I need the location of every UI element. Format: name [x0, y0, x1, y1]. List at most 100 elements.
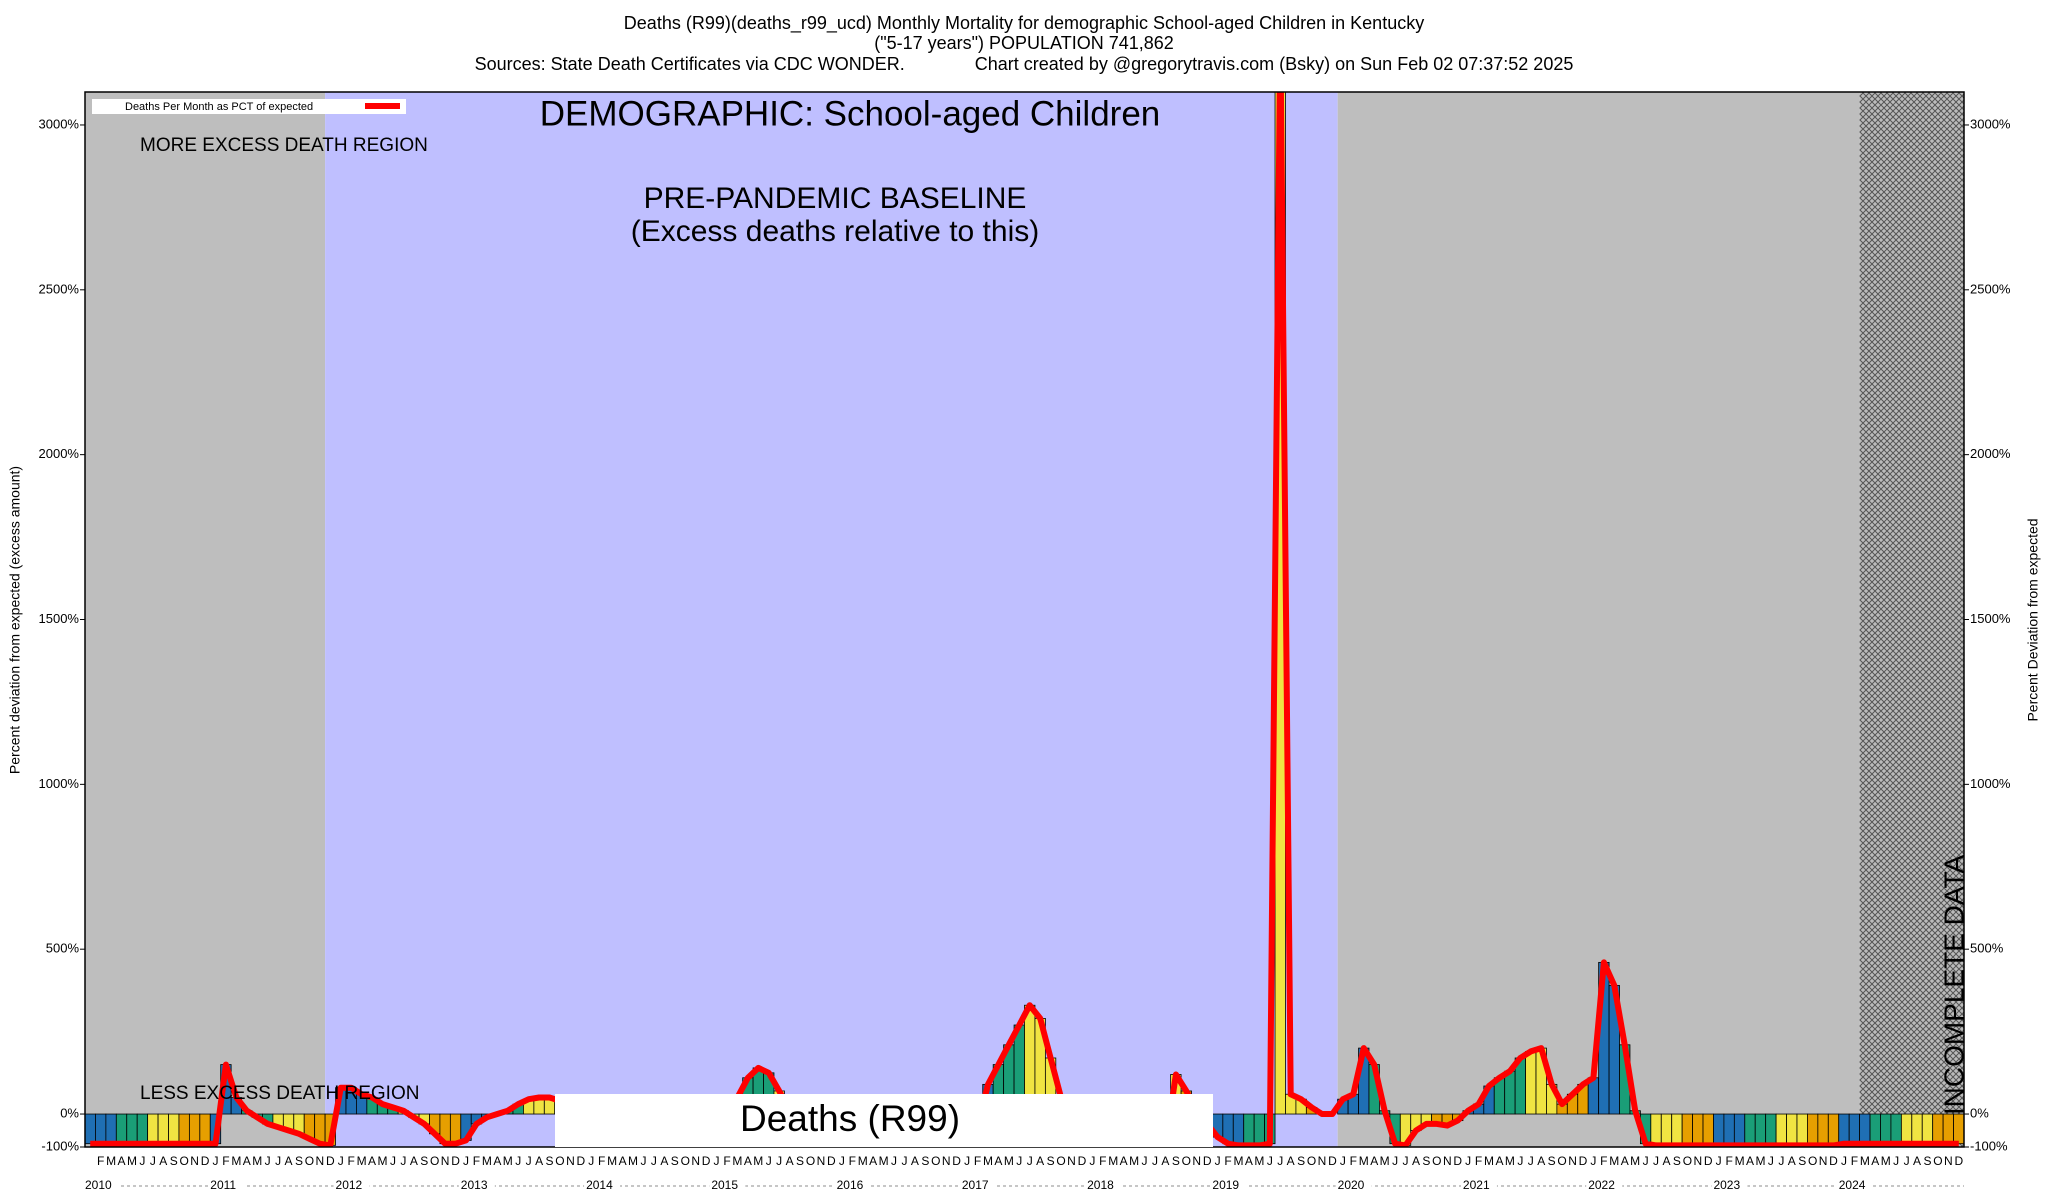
- legend: [92, 99, 406, 114]
- bar: [1911, 1113, 1923, 1145]
- x-tick-label: O: [430, 1154, 439, 1168]
- x-tick-label: D: [952, 1154, 961, 1168]
- year-bg: [1711, 1178, 1748, 1193]
- bar: [1692, 1113, 1704, 1146]
- x-tick-label: J: [766, 1154, 772, 1168]
- x-tick-label: D: [1954, 1154, 1963, 1168]
- x-tick-label: A: [786, 1154, 794, 1168]
- x-tick-label: J: [651, 1154, 657, 1168]
- x-tick-label: J: [901, 1154, 907, 1168]
- x-tick-label: J: [265, 1154, 271, 1168]
- y-tick-label: 1500%: [39, 611, 80, 626]
- x-tick-label: M: [1108, 1154, 1118, 1168]
- x-tick-label: J: [139, 1154, 145, 1168]
- x-tick-label: S: [1548, 1154, 1556, 1168]
- x-tick-label: M: [127, 1154, 137, 1168]
- x-tick-label: M: [1881, 1154, 1891, 1168]
- year-bg: [1085, 1178, 1122, 1193]
- x-tick-label: J: [1215, 1154, 1221, 1168]
- x-tick-label: M: [1233, 1154, 1243, 1168]
- x-tick-label: A: [1245, 1154, 1253, 1168]
- y-tick-label: 2000%: [39, 446, 80, 461]
- bar: [136, 1113, 149, 1145]
- bar: [449, 1113, 462, 1145]
- bar: [1786, 1113, 1798, 1146]
- region: [85, 92, 326, 1147]
- x-tick-label: F: [97, 1154, 104, 1168]
- year-label: 2012: [336, 1178, 363, 1192]
- year-bg: [834, 1178, 871, 1193]
- x-tick-label: A: [118, 1154, 126, 1168]
- x-tick-label: J: [1716, 1154, 1722, 1168]
- x-tick-label: J: [1465, 1154, 1471, 1168]
- x-tick-label: M: [1609, 1154, 1619, 1168]
- x-tick-label: J: [1778, 1154, 1784, 1168]
- x-tick-label: N: [1443, 1154, 1452, 1168]
- x-tick-label: M: [1505, 1154, 1515, 1168]
- x-tick-label: J: [964, 1154, 970, 1168]
- x-tick-label: M: [732, 1154, 742, 1168]
- x-tick-label: O: [806, 1154, 815, 1168]
- x-tick-label: M: [1254, 1154, 1264, 1168]
- x-tick-label: D: [702, 1154, 711, 1168]
- x-tick-label: A: [1287, 1154, 1295, 1168]
- bar: [1765, 1113, 1777, 1146]
- x-tick-label: A: [1036, 1154, 1044, 1168]
- annotation: PRE-PANDEMIC BASELINE: [644, 182, 1027, 215]
- x-tick-label: A: [159, 1154, 167, 1168]
- bar: [1723, 1113, 1735, 1146]
- x-tick-label: J: [338, 1154, 344, 1168]
- x-tick-label: S: [420, 1154, 428, 1168]
- year-label: 2022: [1588, 1178, 1615, 1192]
- x-tick-label: A: [493, 1154, 501, 1168]
- annotation: INCOMPLETE DATA: [1938, 855, 1969, 1116]
- bar: [1525, 1050, 1537, 1115]
- x-tick-label: F: [1851, 1154, 1858, 1168]
- x-tick-label: M: [1359, 1154, 1369, 1168]
- x-tick-label: N: [316, 1154, 325, 1168]
- x-tick-label: M: [858, 1154, 868, 1168]
- bar: [1921, 1113, 1934, 1145]
- x-tick-label: M: [482, 1154, 492, 1168]
- bar: [1807, 1113, 1819, 1146]
- x-tick-label: J: [212, 1154, 218, 1168]
- x-tick-label: N: [942, 1154, 951, 1168]
- x-tick-label: S: [1172, 1154, 1180, 1168]
- x-tick-label: M: [983, 1154, 993, 1168]
- x-tick-label: A: [1871, 1154, 1879, 1168]
- x-tick-label: J: [640, 1154, 646, 1168]
- x-tick-label: O: [1432, 1154, 1441, 1168]
- x-tick-label: O: [1307, 1154, 1316, 1168]
- x-tick-label: D: [1453, 1154, 1462, 1168]
- year-label: 2020: [1338, 1178, 1365, 1192]
- x-tick-label: M: [1004, 1154, 1014, 1168]
- bar: [1953, 1113, 1964, 1145]
- x-tick-label: M: [503, 1154, 513, 1168]
- bar: [178, 1113, 190, 1145]
- x-tick-label: M: [1129, 1154, 1139, 1168]
- x-tick-label: O: [1683, 1154, 1692, 1168]
- bar: [1232, 1113, 1245, 1146]
- y2-tick-label: 3000%: [1970, 116, 2011, 131]
- subtitle: DEMOGRAPHIC: School-aged Children: [540, 94, 1161, 133]
- year-bg: [1836, 1178, 1873, 1193]
- bar: [1859, 1113, 1871, 1145]
- bar: [1932, 1113, 1944, 1145]
- x-tick-label: J: [1590, 1154, 1596, 1168]
- x-tick-label: D: [326, 1154, 335, 1168]
- x-tick-label: A: [994, 1154, 1002, 1168]
- year-label: 2015: [711, 1178, 738, 1192]
- bar: [1869, 1113, 1881, 1145]
- line: [90, 92, 1959, 1147]
- bar: [105, 1113, 117, 1145]
- x-tick-label: A: [1537, 1154, 1545, 1168]
- bar: [1671, 1113, 1683, 1146]
- bar: [1817, 1113, 1829, 1146]
- x-tick-label: D: [827, 1154, 836, 1168]
- y-tick-label: 3000%: [39, 116, 80, 131]
- x-tick-label: J: [714, 1154, 720, 1168]
- x-tick-label: J: [1027, 1154, 1033, 1168]
- x-tick-label: J: [1392, 1154, 1398, 1168]
- x-tick-label: M: [1484, 1154, 1494, 1168]
- x-tick-label: N: [1318, 1154, 1327, 1168]
